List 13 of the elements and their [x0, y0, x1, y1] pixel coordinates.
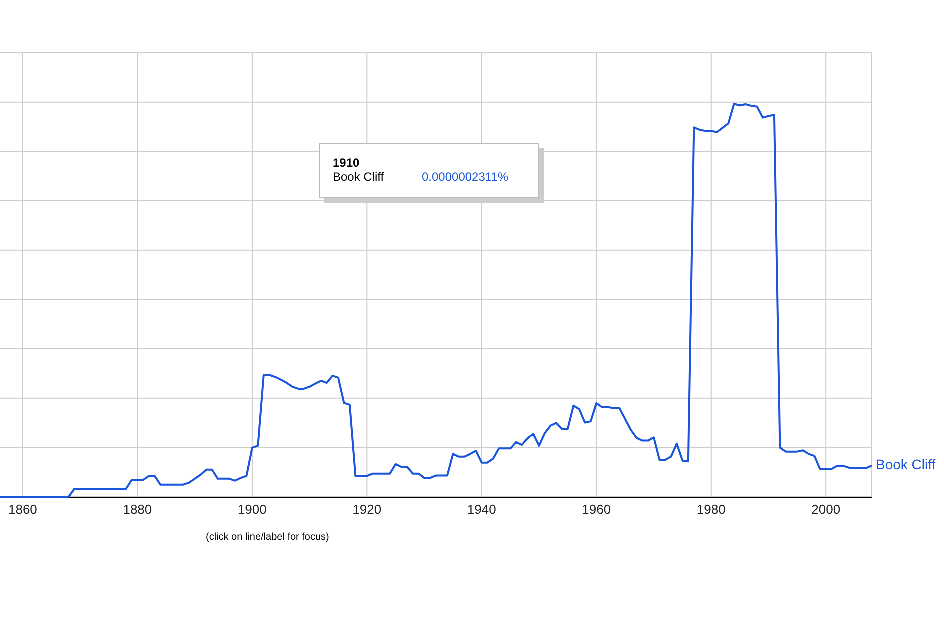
text: (click on line/label for focus): [206, 532, 330, 543]
x-tick-label: 1860: [8, 502, 38, 518]
x-tick-label: 1880: [123, 502, 152, 518]
x-tick-label: 2000: [812, 502, 841, 518]
x-tick-label: 1920: [352, 502, 382, 518]
x-tick-label: 1900: [238, 502, 267, 518]
x-tick-label: 1940: [467, 502, 496, 518]
x-tick-label: 1960: [582, 502, 612, 518]
annotation: Book Cliff: [333, 170, 386, 184]
series-label: Book Cliff: [876, 456, 936, 473]
x-tick-label: 1980: [696, 502, 726, 518]
annotation: 0.0000002311%: [422, 170, 509, 184]
annotation: 1910: [333, 156, 361, 170]
